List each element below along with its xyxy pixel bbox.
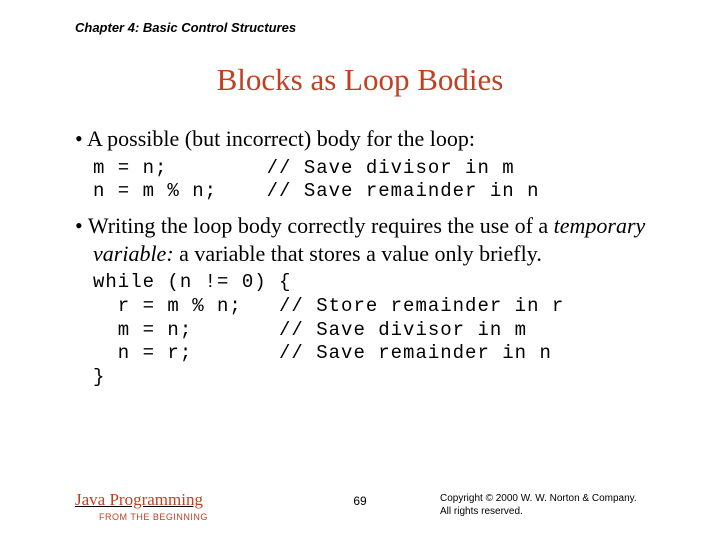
code-block-1: m = n; // Save divisor in m n = m % n; /… — [93, 157, 665, 205]
chapter-header: Chapter 4: Basic Control Structures — [75, 20, 296, 35]
bullet-2: Writing the loop body correctly requires… — [75, 212, 665, 267]
bullet-2-pre: Writing the loop body correctly requires… — [88, 213, 554, 238]
copyright-line-1: Copyright © 2000 W. W. Norton & Company. — [440, 492, 660, 505]
slide-content: A possible (but incorrect) body for the … — [75, 125, 665, 398]
bullet-1: A possible (but incorrect) body for the … — [75, 125, 665, 153]
bullet-2-post: a variable that stores a value only brie… — [174, 241, 542, 266]
copyright-line-2: All rights reserved. — [440, 505, 660, 518]
code-block-2: while (n != 0) { r = m % n; // Store rem… — [93, 271, 665, 390]
slide-title: Blocks as Loop Bodies — [0, 62, 720, 98]
copyright: Copyright © 2000 W. W. Norton & Company.… — [440, 492, 660, 518]
